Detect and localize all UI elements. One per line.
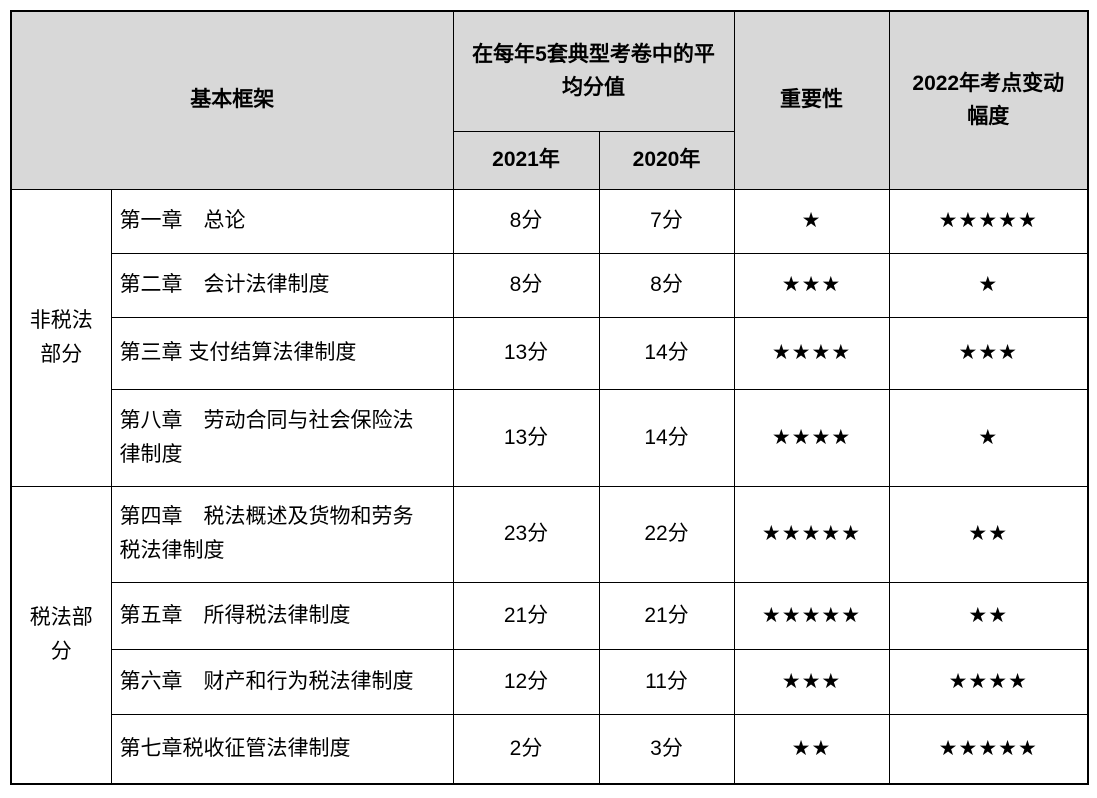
importance-cell: ★★★★ [733, 388, 890, 487]
score-2021-cell: 8分 [452, 188, 600, 254]
group-cell-tax: 税法部分 [10, 485, 112, 785]
change-cell: ★ [888, 388, 1089, 487]
score-2020-cell: 22分 [598, 485, 735, 583]
chapter-cell: 第五章 所得税法律制度 [110, 581, 454, 650]
chapter-cell: 第七章税收征管法律制度 [110, 713, 454, 785]
chapter-cell: 第三章 支付结算法律制度 [110, 316, 454, 390]
table-row: 第六章 财产和行为税法律制度 12分 11分 ★★★ ★★★★ [11, 648, 1089, 715]
header-avg-score: 在每年5套典型考卷中的平 均分值 [452, 10, 735, 132]
change-cell: ★ [888, 252, 1089, 318]
importance-cell: ★★★★★ [733, 581, 890, 650]
score-2020-cell: 3分 [598, 713, 735, 785]
change-cell: ★★ [888, 485, 1089, 583]
change-cell: ★★ [888, 581, 1089, 650]
change-cell: ★★★ [888, 316, 1089, 390]
score-2021-cell: 13分 [452, 316, 600, 390]
score-2021-cell: 23分 [452, 485, 600, 583]
importance-cell: ★★★ [733, 648, 890, 715]
table-row: 第五章 所得税法律制度 21分 21分 ★★★★★ ★★ [11, 581, 1089, 650]
header-framework: 基本框架 [10, 10, 454, 190]
score-2021-cell: 21分 [452, 581, 600, 650]
score-2021-cell: 13分 [452, 388, 600, 487]
table-row: 第二章 会计法律制度 8分 8分 ★★★ ★ [11, 252, 1089, 318]
table-row: 第八章 劳动合同与社会保险法 律制度 13分 14分 ★★★★ ★ [11, 388, 1089, 487]
importance-cell: ★★★ [733, 252, 890, 318]
score-2020-cell: 14分 [598, 316, 735, 390]
score-2021-cell: 8分 [452, 252, 600, 318]
table-row: 第三章 支付结算法律制度 13分 14分 ★★★★ ★★★ [11, 316, 1089, 390]
score-2020-cell: 11分 [598, 648, 735, 715]
chapter-cell: 第一章 总论 [110, 188, 454, 254]
header-importance: 重要性 [733, 10, 890, 190]
table-row: 第七章税收征管法律制度 2分 3分 ★★ ★★★★★ [11, 713, 1089, 785]
chapter-cell: 第六章 财产和行为税法律制度 [110, 648, 454, 715]
score-2020-cell: 8分 [598, 252, 735, 318]
importance-cell: ★ [733, 188, 890, 254]
importance-cell: ★★★★ [733, 316, 890, 390]
importance-cell: ★★★★★ [733, 485, 890, 583]
group-cell-non-tax: 非税法 部分 [10, 188, 112, 487]
score-2021-cell: 12分 [452, 648, 600, 715]
score-2020-cell: 7分 [598, 188, 735, 254]
chapter-cell: 第八章 劳动合同与社会保险法 律制度 [110, 388, 454, 487]
importance-cell: ★★ [733, 713, 890, 785]
change-cell: ★★★★ [888, 648, 1089, 715]
score-2020-cell: 21分 [598, 581, 735, 650]
score-2021-cell: 2分 [452, 713, 600, 785]
header-year-2020: 2020年 [598, 130, 735, 190]
chapter-cell: 第二章 会计法律制度 [110, 252, 454, 318]
chapter-cell: 第四章 税法概述及货物和劳务 税法律制度 [110, 485, 454, 583]
change-cell: ★★★★★ [888, 188, 1089, 254]
header-year-2021: 2021年 [452, 130, 600, 190]
change-cell: ★★★★★ [888, 713, 1089, 785]
exam-analysis-table: 基本框架 在每年5套典型考卷中的平 均分值 重要性 2022年考点变动 幅度 2… [10, 10, 1089, 785]
header-change-2022: 2022年考点变动 幅度 [888, 10, 1089, 190]
table-row: 非税法 部分 第一章 总论 8分 7分 ★ ★★★★★ [10, 188, 1089, 487]
score-2020-cell: 14分 [598, 388, 735, 487]
table-row: 税法部分 第四章 税法概述及货物和劳务 税法律制度 23分 22分 ★★★★★ … [10, 485, 1089, 785]
